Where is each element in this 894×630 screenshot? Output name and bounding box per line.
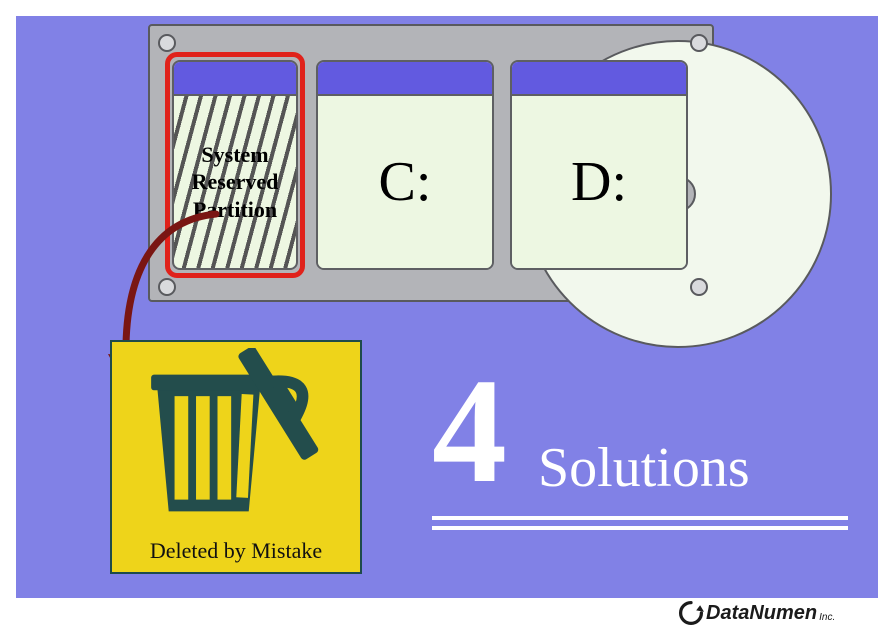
trash-bin-icon [116, 348, 360, 538]
headline-underline [432, 526, 848, 530]
screw-icon [690, 34, 708, 52]
logo-inc: Inc. [819, 612, 835, 623]
partition-c: C: [316, 60, 494, 270]
partition-header [512, 62, 686, 96]
partition-label: D: [571, 150, 627, 214]
datanumen-logo: DataNumen Inc. [678, 600, 835, 626]
partition-body: D: [512, 96, 686, 268]
headline-word: Solutions [538, 436, 750, 500]
screw-icon [690, 278, 708, 296]
partition-label: C: [379, 150, 432, 214]
partition-header [318, 62, 492, 96]
logo-swirl-icon [678, 600, 704, 626]
logo-text: DataNumen [706, 602, 817, 625]
headline-number: 4 [432, 356, 507, 506]
trash-caption: Deleted by Mistake [112, 538, 360, 564]
deleted-by-mistake-panel: Deleted by Mistake [110, 340, 362, 574]
headline-underline [432, 516, 848, 520]
screw-icon [158, 34, 176, 52]
infographic-canvas: System Reserved Partition C: D: [0, 0, 894, 630]
partition-body: C: [318, 96, 492, 268]
partition-d: D: [510, 60, 688, 270]
